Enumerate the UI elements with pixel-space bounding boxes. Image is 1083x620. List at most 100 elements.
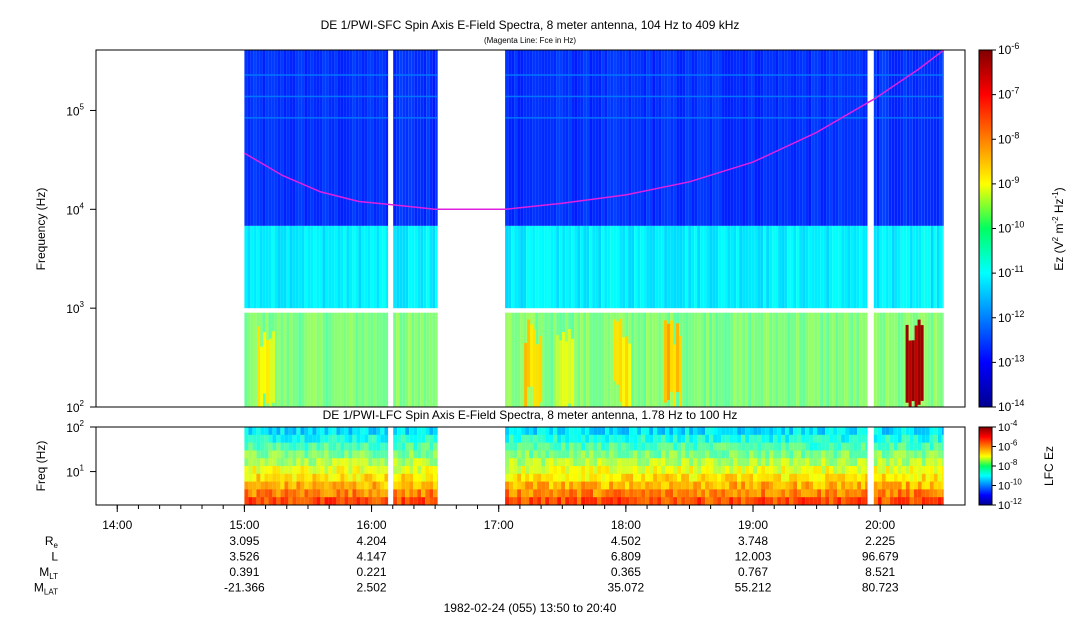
bottom-spectrogram-cell	[857, 481, 862, 490]
top-burst	[530, 324, 534, 387]
top-spectrogram-column	[423, 225, 427, 309]
top-spectrogram-column	[637, 225, 641, 309]
top-spectrogram-column	[712, 50, 716, 226]
top-spectrogram-column	[856, 50, 860, 226]
bottom-spectrogram-cell	[785, 427, 790, 436]
bottom-spectrogram-cell	[817, 497, 822, 505]
top-spectrogram-column	[592, 50, 596, 226]
bottom-spectrogram-cell	[344, 473, 349, 483]
ephemeris-value: 3.748	[738, 534, 768, 548]
bottom-spectrogram-cell	[280, 466, 285, 475]
bottom-spectrogram-cell	[549, 466, 554, 475]
bottom-spectrogram-cell	[300, 427, 305, 436]
bottom-spectrogram-cell	[813, 497, 818, 505]
bottom-spectrogram-cell	[364, 497, 369, 505]
bottom-spectrogram-cell	[409, 481, 414, 490]
bottom-spectrogram-cell	[697, 473, 702, 483]
top-spectrogram-column	[784, 50, 788, 226]
bottom-spectrogram-cell	[589, 473, 594, 483]
bottom-spectrogram-cell	[565, 434, 570, 444]
top-spectrogram-column	[661, 50, 665, 226]
bottom-spectrogram-cell	[733, 458, 738, 467]
top-spectrogram-column	[250, 225, 254, 309]
bottom-spectrogram-cell	[244, 466, 249, 475]
top-spectrogram-column	[706, 50, 710, 226]
bottom-spectrogram-cell	[316, 450, 321, 459]
bottom-spectrogram-cell	[845, 458, 850, 467]
bottom-spectrogram-cell	[685, 434, 690, 444]
ephemeris-value: 4.147	[357, 550, 387, 564]
bottom-spectrogram-cell	[340, 450, 345, 459]
bottom-spectrogram-cell	[845, 434, 850, 444]
bottom-spectrogram-cell	[889, 473, 894, 483]
top-spectrogram-column	[628, 225, 632, 309]
bottom-spectrogram-cell	[917, 497, 922, 505]
bottom-spectrogram-cell	[725, 434, 730, 444]
bottom-spectrogram-cell	[857, 450, 862, 459]
top-spectrogram-column	[873, 50, 877, 226]
top-spectrogram-column	[313, 50, 317, 226]
top-spectrogram-column	[274, 225, 278, 309]
bottom-spectrogram-cell	[328, 434, 333, 444]
bottom-spectrogram-cell	[845, 481, 850, 490]
bottom-spectrogram-cell	[637, 450, 642, 459]
bottom-spectrogram-cell	[813, 442, 818, 451]
bottom-spectrogram-cell	[653, 442, 658, 451]
bottom-spectrogram-cell	[541, 458, 546, 467]
bottom-spectrogram-cell	[292, 450, 297, 459]
top-spectrogram-column	[817, 50, 821, 226]
bottom-spectrogram-cell	[749, 450, 754, 459]
bottom-spectrogram-cell	[657, 489, 662, 498]
bottom-spectrogram-cell	[629, 442, 634, 451]
bottom-spectrogram-cell	[789, 481, 794, 490]
bottom-spectrogram-cell	[885, 489, 890, 498]
top-spectrogram-column	[586, 312, 590, 407]
top-spectrogram-column	[823, 312, 827, 407]
bottom-spectrogram-cell	[609, 497, 614, 505]
bottom-spectrogram-cell	[813, 489, 818, 498]
bottom-spectrogram-cell	[605, 489, 610, 498]
bottom-spectrogram-cell	[308, 473, 313, 483]
bottom-spectrogram-cell	[789, 434, 794, 444]
bottom-spectrogram-cell	[861, 497, 866, 505]
top-spectrogram-column	[640, 225, 644, 309]
bottom-spectrogram-cell	[685, 473, 690, 483]
top-spectrogram-column	[565, 225, 569, 309]
bottom-spectrogram-cell	[513, 489, 518, 498]
bottom-spectrogram-cell	[344, 481, 349, 490]
bottom-spectrogram-cell	[905, 427, 910, 436]
top-spectrogram-column	[604, 50, 608, 226]
top-burst	[558, 340, 562, 407]
bottom-spectrogram-cell	[344, 466, 349, 475]
bottom-spectrogram-cell	[401, 473, 406, 483]
bottom-spectrogram-cell	[581, 458, 586, 467]
bottom-spectrogram-cell	[577, 427, 582, 436]
bottom-spectrogram-cell	[905, 497, 910, 505]
bottom-spectrogram-cell	[697, 434, 702, 444]
bottom-spectrogram-cell	[256, 427, 261, 436]
bottom-spectrogram-cell	[549, 458, 554, 467]
bottom-spectrogram-cell	[725, 450, 730, 459]
bottom-spectrogram-cell	[709, 473, 714, 483]
bottom-spectrogram-cell	[881, 458, 886, 467]
bottom-spectrogram-cell	[905, 434, 910, 444]
bottom-spectrogram-cell	[417, 489, 422, 498]
bottom-spectrogram-cell	[541, 466, 546, 475]
top-spectrogram-column	[550, 50, 554, 226]
bottom-spectrogram-cell	[565, 442, 570, 451]
top-spectrogram-column	[909, 50, 913, 226]
bottom-spectrogram-cell	[248, 466, 253, 475]
bottom-spectrogram-cell	[797, 466, 802, 475]
top-spectrogram-column	[924, 50, 928, 226]
bottom-spectrogram-cell	[905, 481, 910, 490]
bottom-spectrogram-cell	[577, 442, 582, 451]
bottom-spectrogram-cell	[837, 466, 842, 475]
bottom-spectrogram-cell	[384, 434, 389, 444]
top-spectrogram-column	[340, 50, 344, 226]
top-spectrogram-column	[313, 312, 317, 407]
bottom-spectrogram-cell	[929, 466, 934, 475]
bottom-spectrogram-cell	[921, 427, 926, 436]
bottom-spectrogram-cell	[865, 466, 868, 475]
bottom-spectrogram-cell	[757, 497, 762, 505]
bottom-spectrogram-cell	[252, 489, 257, 498]
